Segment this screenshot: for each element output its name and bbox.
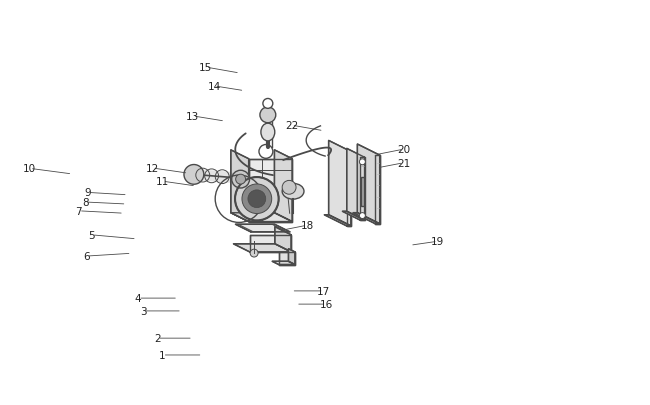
Circle shape [250, 249, 258, 258]
Text: 16: 16 [320, 299, 333, 309]
Polygon shape [343, 212, 365, 221]
Polygon shape [289, 249, 295, 265]
Text: 15: 15 [199, 63, 213, 73]
Text: 17: 17 [317, 286, 330, 296]
Polygon shape [279, 252, 295, 265]
Text: 1: 1 [159, 350, 166, 360]
Polygon shape [275, 227, 291, 252]
Text: 18: 18 [300, 221, 313, 231]
Text: 3: 3 [140, 306, 147, 316]
Polygon shape [250, 235, 291, 252]
Text: 14: 14 [207, 82, 221, 92]
Text: 19: 19 [431, 237, 445, 247]
Circle shape [359, 213, 365, 219]
Circle shape [184, 165, 204, 185]
Polygon shape [249, 159, 292, 222]
Text: 6: 6 [83, 252, 90, 261]
Polygon shape [346, 149, 365, 221]
Circle shape [231, 171, 250, 189]
Text: 12: 12 [146, 164, 159, 173]
Circle shape [260, 108, 276, 124]
Text: 9: 9 [84, 188, 91, 198]
Circle shape [359, 160, 365, 165]
Polygon shape [360, 158, 365, 221]
Polygon shape [353, 213, 380, 224]
Circle shape [282, 181, 296, 195]
Ellipse shape [261, 124, 275, 141]
Polygon shape [358, 145, 380, 224]
Circle shape [248, 190, 266, 208]
Text: 20: 20 [397, 145, 410, 155]
Polygon shape [272, 262, 295, 265]
Text: 13: 13 [187, 112, 200, 122]
Polygon shape [361, 178, 364, 206]
Circle shape [242, 185, 272, 214]
Text: 11: 11 [156, 177, 169, 187]
Polygon shape [231, 213, 292, 222]
Ellipse shape [282, 184, 304, 200]
Circle shape [283, 187, 292, 197]
Polygon shape [346, 152, 351, 226]
Text: 2: 2 [154, 333, 161, 343]
Polygon shape [231, 150, 249, 222]
Circle shape [263, 99, 273, 109]
Text: 21: 21 [397, 158, 410, 168]
Circle shape [236, 175, 246, 185]
Text: 7: 7 [75, 206, 82, 216]
Polygon shape [329, 141, 351, 226]
Text: 5: 5 [88, 230, 95, 240]
Text: 4: 4 [135, 293, 142, 303]
Text: 22: 22 [285, 121, 298, 131]
Text: 10: 10 [23, 164, 36, 174]
Polygon shape [233, 244, 291, 252]
Polygon shape [235, 225, 290, 232]
Polygon shape [324, 215, 351, 226]
Polygon shape [274, 150, 292, 222]
Polygon shape [375, 156, 380, 224]
Text: 8: 8 [82, 198, 88, 207]
Circle shape [235, 178, 279, 221]
